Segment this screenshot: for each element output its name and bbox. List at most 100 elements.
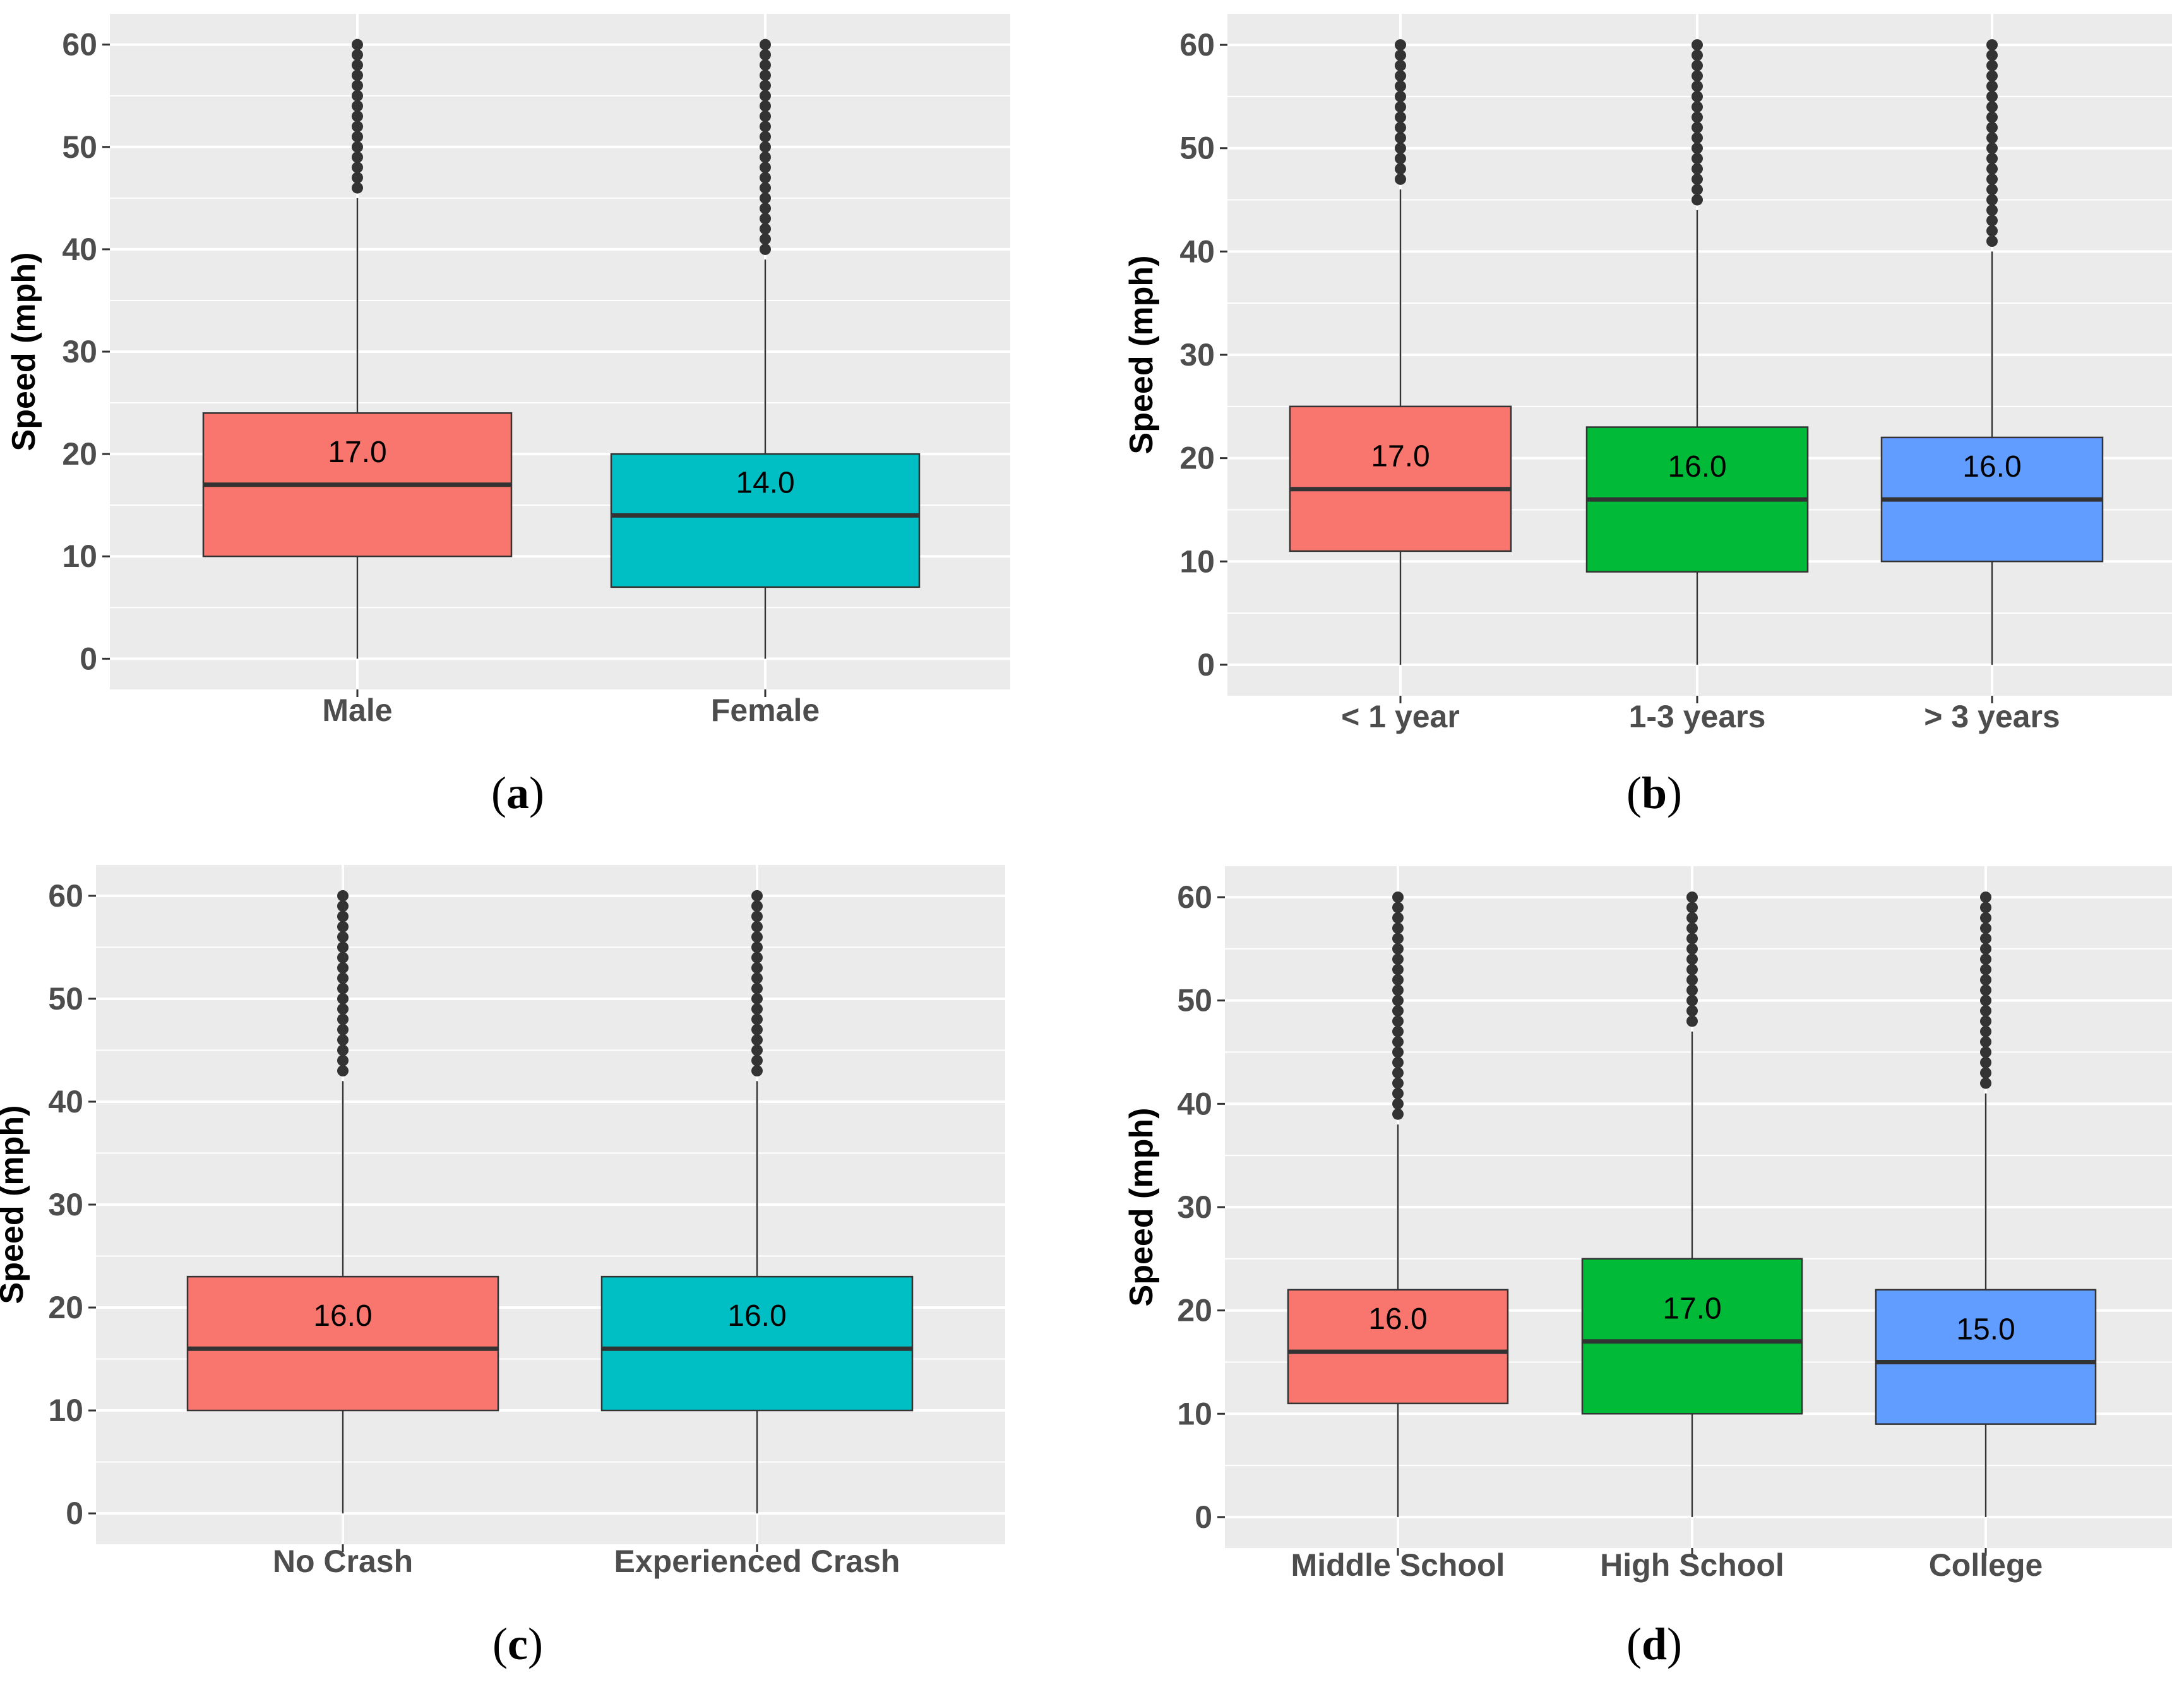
outlier-point [760, 80, 771, 92]
outlier-point [1980, 943, 1991, 955]
outlier-point [1395, 59, 1406, 71]
box-middle-school: 16.0 [1287, 891, 1509, 1517]
outlier-point [751, 920, 763, 932]
outlier-point [1686, 994, 1698, 1006]
y-tick-label: 40 [48, 1084, 83, 1119]
outlier-point [1692, 59, 1703, 71]
outlier-point [1686, 974, 1698, 986]
outlier-point [1686, 922, 1698, 934]
outlier-point [1980, 912, 1991, 924]
outlier-point [352, 141, 363, 153]
box-1-3-years: 16.0 [1585, 39, 1809, 665]
box-male: 17.0 [202, 39, 513, 659]
y-tick-label: 10 [48, 1393, 83, 1428]
outlier-point [751, 1013, 763, 1025]
outlier-point [751, 951, 763, 963]
outlier-point [760, 203, 771, 215]
outlier-point [1686, 953, 1698, 965]
outlier-point [751, 992, 763, 1004]
outlier-point [1980, 1056, 1991, 1068]
x-tick-label: No Crash [273, 1544, 413, 1579]
outlier-point [760, 100, 771, 112]
outlier-point [760, 162, 771, 174]
outlier-point [1986, 49, 1998, 61]
outlier-point [1986, 204, 1998, 216]
outlier-point [1392, 994, 1404, 1006]
box-body [600, 1275, 914, 1412]
x-tick-label: Female [711, 693, 820, 728]
panel-d: 0 10 20 30 40 50 60 16.0 Middle School 17.0 High S… [1123, 866, 2172, 1669]
outlier-point [1392, 1108, 1404, 1120]
box-college: 15.0 [1875, 891, 2097, 1517]
outlier-point [337, 1044, 349, 1056]
outlier-point [1686, 943, 1698, 955]
outlier-point [1692, 39, 1703, 51]
box-body [1287, 1289, 1509, 1405]
median-label: 16.0 [1368, 1302, 1427, 1336]
panel-b: 0 10 20 30 40 50 60 17.0 < 1 year 16.0 1-3 years 16… [1123, 14, 2172, 818]
outlier-point [352, 151, 363, 163]
y-tick-label: 30 [1177, 1189, 1212, 1225]
outlier-point [751, 1044, 763, 1056]
panel-label: (d) [1626, 1619, 1682, 1669]
outlier-point [1986, 184, 1998, 196]
y-tick-label: 30 [62, 334, 97, 369]
outlier-point [1692, 80, 1703, 92]
outlier-point [1686, 1015, 1698, 1027]
y-axis-title: Speed (mph) [1123, 1108, 1160, 1307]
outlier-point [760, 223, 771, 235]
median-label: 15.0 [1956, 1313, 2015, 1346]
outlier-point [352, 110, 363, 122]
x-tick-label: < 1 year [1341, 699, 1460, 734]
outlier-point [1686, 984, 1698, 996]
outlier-point [1392, 1036, 1404, 1048]
outlier-point [760, 172, 771, 184]
outlier-point [337, 992, 349, 1004]
outlier-point [760, 151, 771, 163]
outlier-point [760, 243, 771, 255]
box-body [1289, 405, 1512, 552]
outlier-point [760, 39, 771, 51]
panel-label: (b) [1626, 768, 1682, 818]
outlier-point [337, 920, 349, 932]
outlier-point [1692, 90, 1703, 102]
y-tick-label: 40 [1179, 234, 1215, 269]
y-tick-label: 10 [62, 539, 97, 574]
median-label: 17.0 [328, 436, 386, 469]
outlier-point [1686, 912, 1698, 924]
outlier-point [1392, 1025, 1404, 1037]
median-label: 16.0 [727, 1299, 786, 1333]
outlier-point [1392, 922, 1404, 934]
box-experienced-crash: 16.0 [600, 890, 914, 1514]
outlier-point [1692, 122, 1703, 133]
y-tick-label: 20 [1177, 1293, 1212, 1328]
outlier-point [760, 69, 771, 81]
y-tick-label: 50 [1177, 983, 1212, 1018]
outlier-point [1686, 891, 1698, 903]
y-axis-title: Speed (mph) [1123, 256, 1160, 455]
outlier-point [1980, 1025, 1991, 1037]
outlier-point [1986, 153, 1998, 165]
outlier-point [337, 1054, 349, 1066]
outlier-point [1395, 70, 1406, 82]
outlier-point [1392, 1005, 1404, 1017]
outlier-point [1986, 70, 1998, 82]
y-tick-label: 0 [80, 641, 97, 676]
outlier-point [760, 192, 771, 204]
outlier-point [337, 962, 349, 974]
outlier-point [760, 141, 771, 153]
outlier-point [1392, 902, 1404, 914]
outlier-point [1986, 80, 1998, 92]
y-tick-label: 60 [1177, 879, 1212, 915]
y-tick-label: 60 [1179, 27, 1215, 63]
outlier-point [337, 951, 349, 963]
outlier-point [1392, 1015, 1404, 1027]
outlier-point [1980, 1046, 1991, 1058]
x-tick-label: College [1929, 1547, 2043, 1583]
outlier-point [1986, 225, 1998, 237]
y-tick-label: 10 [1177, 1396, 1212, 1431]
outlier-point [1986, 163, 1998, 175]
outlier-point [1986, 122, 1998, 133]
outlier-point [337, 1034, 349, 1046]
